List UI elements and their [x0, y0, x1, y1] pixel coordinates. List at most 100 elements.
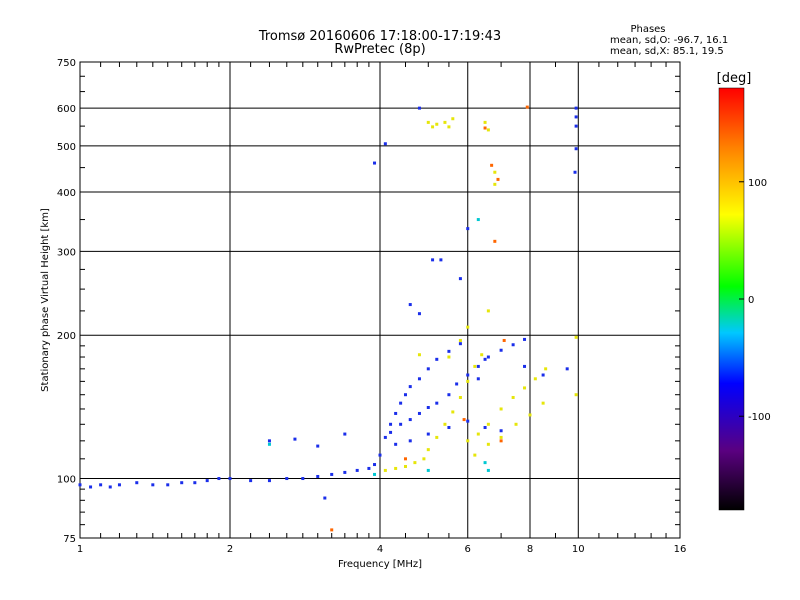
- data-point: [316, 474, 320, 478]
- data-point: [330, 528, 334, 532]
- data-point: [462, 418, 466, 422]
- data-point: [426, 448, 430, 452]
- data-point: [447, 393, 451, 397]
- data-point: [435, 401, 439, 405]
- data-point: [426, 468, 430, 472]
- data-point: [486, 355, 490, 359]
- data-point: [228, 477, 232, 481]
- data-point: [417, 377, 421, 381]
- data-point: [466, 373, 470, 377]
- data-point: [394, 411, 398, 415]
- data-point: [486, 128, 490, 132]
- colorbar-tick-label: 100: [748, 178, 767, 189]
- data-point: [267, 479, 271, 483]
- data-point: [514, 422, 518, 426]
- data-point: [476, 364, 480, 368]
- data-point: [151, 483, 155, 487]
- data-point: [193, 481, 197, 485]
- data-points: [78, 105, 578, 532]
- x-axis-label: Frequency [MHz]: [338, 559, 422, 570]
- x-tick-label: 1: [77, 544, 83, 555]
- data-point: [408, 418, 412, 422]
- data-point: [205, 479, 209, 483]
- phases-x-stats: mean, sd,X: 85.1, 19.5: [610, 46, 724, 57]
- data-point: [422, 457, 426, 461]
- data-point: [426, 120, 430, 124]
- y-tick-label: 600: [57, 104, 76, 115]
- data-point: [466, 379, 470, 383]
- data-point: [473, 453, 477, 457]
- data-point: [490, 163, 494, 167]
- data-point: [565, 367, 569, 371]
- phases-header: Phases: [630, 24, 665, 35]
- data-point: [408, 385, 412, 389]
- data-point: [499, 348, 503, 352]
- data-point: [435, 357, 439, 361]
- data-point: [476, 218, 480, 222]
- colorbar-label: [deg]: [717, 71, 752, 86]
- data-point: [483, 461, 487, 465]
- data-point: [373, 463, 377, 467]
- data-point: [496, 177, 500, 181]
- data-point: [89, 485, 93, 489]
- data-point: [383, 142, 387, 146]
- data-point: [78, 483, 82, 487]
- data-point: [426, 367, 430, 371]
- x-tick-label: 16: [674, 544, 687, 555]
- data-point: [378, 453, 382, 457]
- data-point: [343, 470, 347, 474]
- data-point: [403, 393, 407, 397]
- data-point: [431, 258, 435, 262]
- data-point: [293, 437, 297, 441]
- y-axis-label: Stationary phase Virtual Height [km]: [40, 208, 51, 392]
- data-point: [573, 170, 577, 174]
- y-tick-label: 400: [57, 188, 76, 199]
- data-point: [466, 227, 470, 231]
- data-point: [135, 481, 139, 485]
- data-point: [108, 485, 112, 489]
- data-point: [502, 338, 506, 342]
- data-point: [525, 105, 529, 109]
- data-point: [394, 466, 398, 470]
- x-tick-label: 4: [377, 544, 383, 555]
- data-point: [574, 106, 578, 110]
- data-point: [486, 309, 490, 313]
- data-point: [499, 439, 503, 443]
- data-point: [166, 483, 170, 487]
- colorbar-ticks: 100 0 -100: [739, 178, 771, 423]
- data-point: [408, 439, 412, 443]
- data-point: [426, 406, 430, 410]
- data-point: [394, 442, 398, 446]
- data-point: [435, 435, 439, 439]
- data-point: [480, 353, 484, 357]
- data-point: [443, 422, 447, 426]
- data-point: [493, 170, 497, 174]
- y-tick-label: 200: [57, 331, 76, 342]
- data-point: [426, 432, 430, 436]
- data-point: [523, 364, 527, 368]
- data-point: [486, 442, 490, 446]
- data-point: [499, 435, 503, 439]
- data-point: [466, 419, 470, 423]
- data-point: [435, 122, 439, 126]
- data-point: [523, 337, 527, 341]
- data-point: [574, 124, 578, 128]
- chart-subtitle: RwPretec (8p): [334, 42, 425, 57]
- x-tick-label: 6: [465, 544, 471, 555]
- data-point: [285, 477, 289, 481]
- y-tick-label: 100: [57, 475, 76, 486]
- data-point: [574, 335, 578, 339]
- data-point: [483, 120, 487, 124]
- data-point: [523, 386, 527, 390]
- axis-ticks: 1 2 4 6 8 10 16 75 100 200 300 400 500 600 750: [57, 58, 686, 555]
- data-point: [431, 125, 435, 129]
- data-point: [486, 468, 490, 472]
- data-point: [367, 466, 371, 470]
- phases-o-stats: mean, sd,O: -96.7, 16.1: [610, 35, 728, 46]
- colorbar-tick-label: 0: [748, 295, 754, 306]
- data-point: [389, 430, 393, 434]
- grid-lines: [80, 62, 680, 538]
- data-point: [417, 353, 421, 357]
- data-point: [343, 432, 347, 436]
- data-point: [447, 355, 451, 359]
